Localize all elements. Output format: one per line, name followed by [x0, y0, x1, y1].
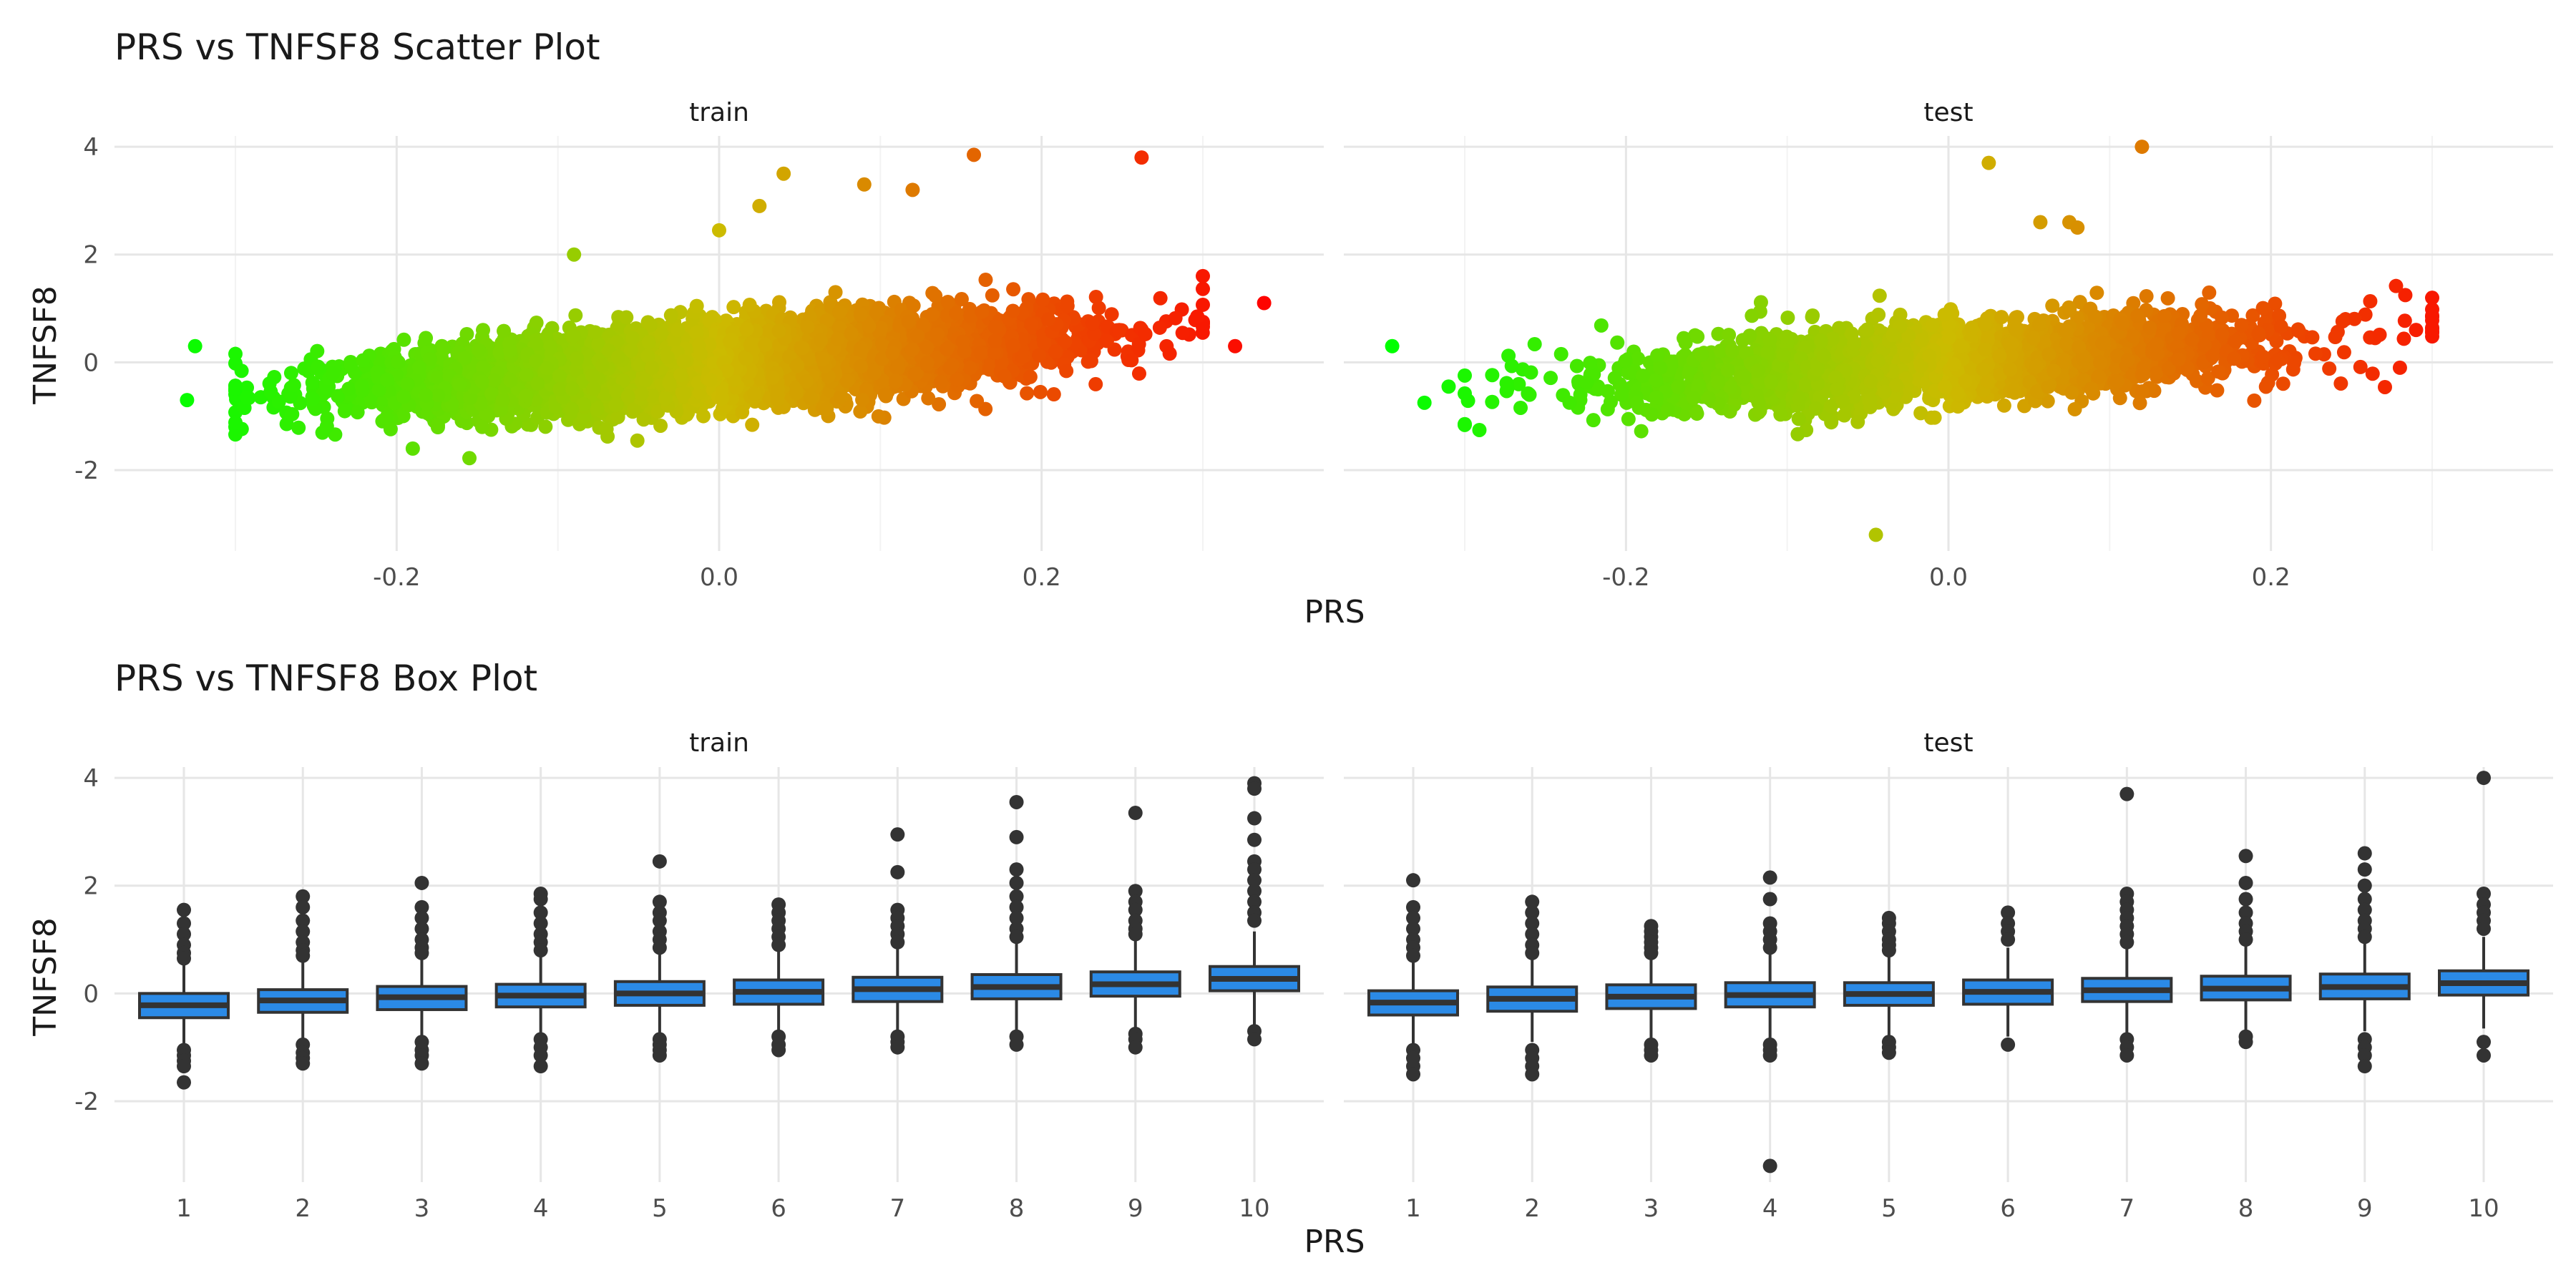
scatter-point	[855, 392, 870, 407]
scatter-point	[954, 292, 969, 307]
scatter-point	[932, 396, 947, 411]
scatter-point	[689, 298, 704, 313]
scatter-point	[828, 285, 843, 300]
scatter-point	[1175, 326, 1190, 341]
scatter-point	[921, 391, 936, 406]
scatter-y-tick-label: 2	[83, 241, 99, 270]
scatter-point	[745, 417, 760, 432]
scatter-point	[610, 409, 625, 424]
scatter-point	[234, 364, 249, 379]
scatter-point	[462, 451, 477, 466]
scatter-x-tick-label: -0.2	[373, 563, 420, 592]
scatter-point	[291, 420, 306, 435]
scatter-point	[1124, 353, 1139, 368]
scatter-point	[305, 375, 320, 390]
scatter-x-tick-label: 0.2	[1023, 563, 1061, 592]
scatter-point	[228, 346, 243, 361]
scatter-y-tick-label: 4	[83, 133, 99, 162]
scatter-point	[985, 288, 1000, 303]
scatter-point	[1046, 387, 1061, 402]
scatter-point	[383, 421, 398, 436]
scatter-point	[630, 433, 645, 448]
scatter-point	[735, 405, 750, 420]
scatter-point	[419, 331, 434, 346]
scatter-point	[1162, 346, 1177, 361]
scatter-point	[286, 378, 301, 393]
scatter-point	[1033, 384, 1048, 399]
scatter-point	[1020, 386, 1035, 401]
scatter-point	[568, 308, 583, 323]
scatter-point	[396, 332, 411, 347]
scatter-point	[970, 394, 985, 409]
scatter-point	[350, 405, 365, 420]
scatter-point	[1088, 376, 1103, 391]
scatter-point	[430, 418, 445, 433]
scatter-y-tick-label: 0	[83, 348, 99, 377]
scatter-point	[310, 343, 325, 358]
scatter-title: PRS vs TNFSF8 Scatter Plot	[114, 26, 600, 68]
scatter-point	[379, 411, 394, 426]
scatter-point	[978, 273, 993, 288]
scatter-point	[305, 391, 320, 406]
scatter-point	[337, 404, 352, 419]
scatter-point	[529, 316, 544, 331]
scatter-y-tick-label: -2	[74, 457, 99, 485]
scatter-point	[1104, 307, 1119, 322]
scatter-point	[772, 295, 787, 310]
scatter-point	[285, 406, 300, 421]
scatter-point	[928, 288, 943, 303]
scatter-point	[1006, 282, 1021, 297]
scatter-point	[1196, 281, 1210, 296]
scatter-point	[343, 357, 358, 372]
scatter-point	[228, 415, 243, 430]
scatter-point	[283, 366, 298, 381]
scatter-point	[619, 310, 634, 325]
scatter-point	[1196, 297, 1210, 312]
scatter-point	[1035, 292, 1050, 307]
scatter-point	[1131, 366, 1146, 381]
scatter-x-tick-label: 0.0	[700, 563, 738, 592]
scatter-point	[663, 308, 678, 323]
scatter-point	[228, 381, 243, 396]
scatter-point	[853, 404, 868, 419]
scatter-point	[726, 300, 741, 315]
scatter-point	[696, 409, 711, 424]
scatter-train-panel: -2 0 2 4 -0.2 0.0 0.2	[74, 133, 1324, 592]
scatter-point	[319, 419, 334, 434]
